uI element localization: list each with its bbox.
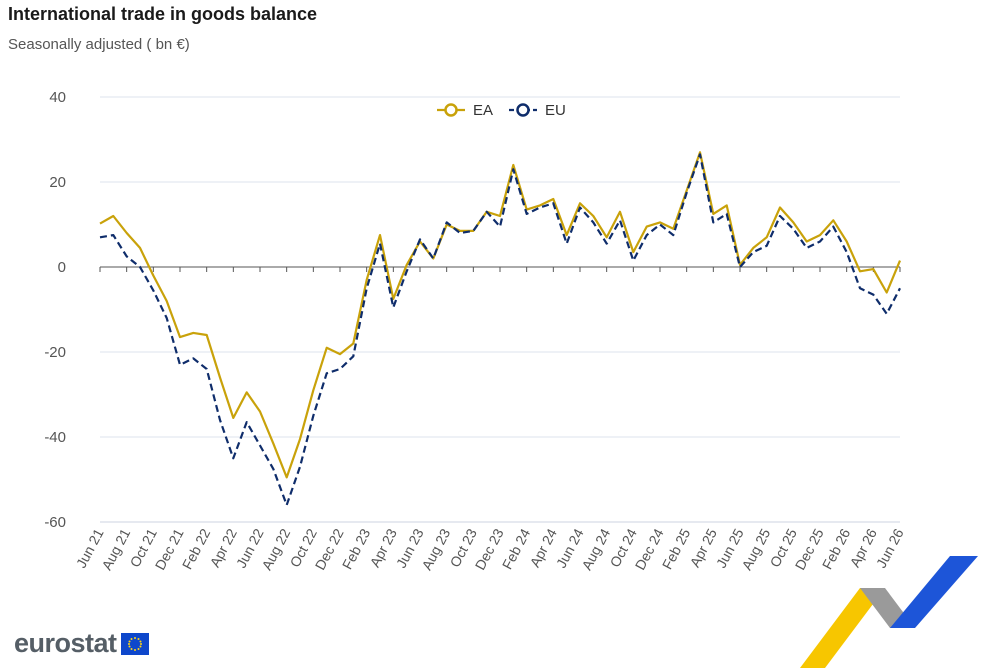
y-tick-label: 40 [49, 89, 66, 106]
decorative-corner-graphic [800, 556, 978, 668]
y-tick-label: -40 [44, 429, 66, 446]
series-line-ea [99, 151, 902, 479]
y-tick-label: 0 [58, 259, 66, 276]
eu-flag-icon [120, 632, 149, 655]
y-tick-label: -20 [44, 344, 66, 361]
y-tick-label: 20 [49, 174, 66, 191]
chart-subtitle: Seasonally adjusted ( bn €) [8, 36, 190, 53]
yellow-stripe [800, 588, 885, 668]
blue-stripe [890, 556, 978, 628]
legend-marker-eu [516, 103, 530, 117]
legend-label-ea: EA [473, 102, 493, 119]
eurostat-logo[interactable]: eurostat [14, 628, 149, 659]
series-line-eu [99, 153, 901, 507]
y-tick-label: -60 [44, 514, 66, 531]
logo-text: eurostat [14, 628, 117, 658]
legend-label-eu: EU [545, 102, 566, 119]
chart-title: International trade in goods balance [8, 4, 318, 24]
legend-marker-ea [444, 103, 458, 117]
